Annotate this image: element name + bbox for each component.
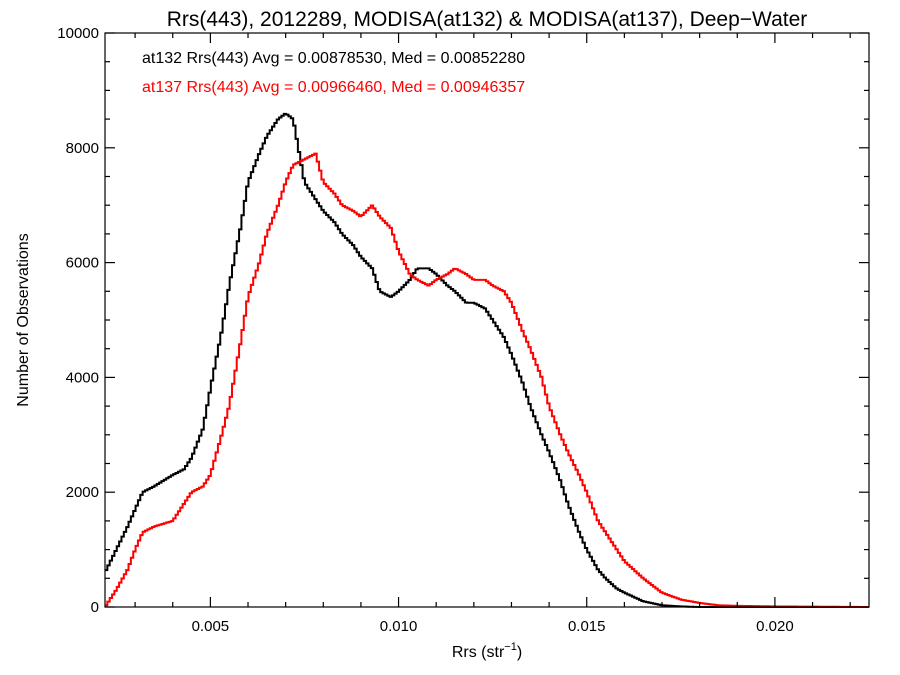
y-axis: 0 2000 4000 6000 8000 10000 — [57, 25, 869, 616]
y-axis-label: Number of Observations — [15, 233, 32, 406]
x-axis-label-main: Rrs (str — [452, 644, 505, 661]
x-axis-label-sup: −1 — [504, 641, 517, 653]
chart-title: Rrs(443), 2012289, MODISA(at132) & MODIS… — [167, 8, 808, 31]
series-line-1 — [105, 152, 869, 608]
x-tick-label: 0.015 — [568, 618, 606, 635]
annotation-at132: at132 Rrs(443) Avg = 0.00878530, Med = 0… — [142, 50, 525, 67]
x-axis: 0.005 0.010 0.015 0.020 — [134, 33, 851, 635]
x-axis-label-close: ) — [517, 644, 522, 661]
series-line-0 — [105, 112, 869, 608]
y-tick-label: 10000 — [57, 25, 99, 42]
annotation-at137: at137 Rrs(443) Avg = 0.00966460, Med = 0… — [142, 79, 525, 96]
plot-marks — [105, 112, 869, 608]
y-tick-label: 8000 — [66, 140, 99, 157]
y-tick-label: 6000 — [66, 255, 99, 272]
y-tick-label: 0 — [91, 599, 99, 616]
x-tick-label: 0.010 — [380, 618, 418, 635]
x-tick-label: 0.005 — [192, 618, 230, 635]
x-tick-label: 0.020 — [756, 618, 794, 635]
y-tick-label: 2000 — [66, 484, 99, 501]
x-axis-label: Rrs (str−1) — [452, 641, 522, 661]
plot-frame — [104, 32, 870, 608]
y-tick-label: 4000 — [66, 369, 99, 386]
